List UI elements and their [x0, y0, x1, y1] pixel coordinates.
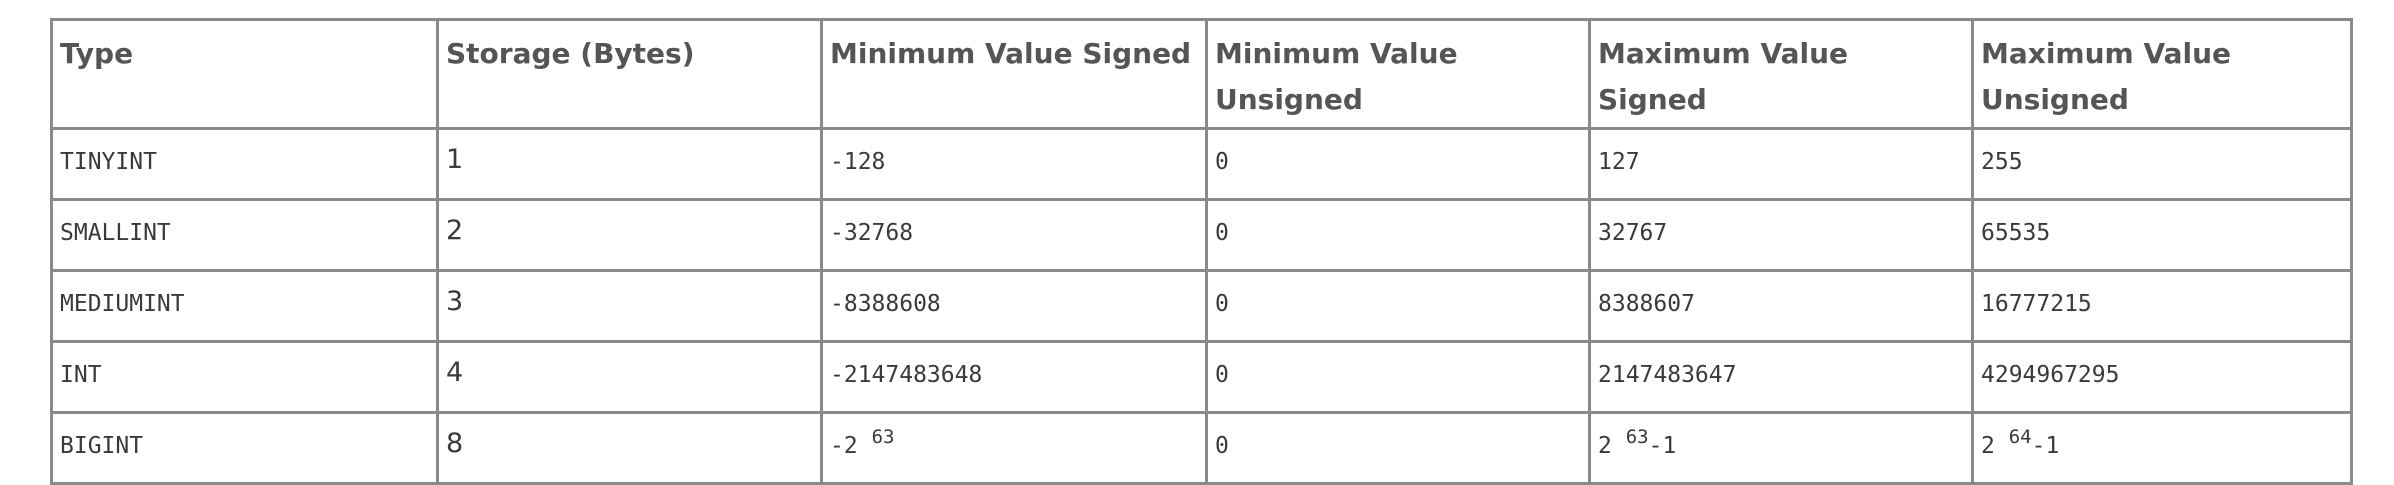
table-row: MEDIUMINT 3 -8388608 0 8388607 16777215	[50, 269, 2353, 343]
cell-storage: 1	[436, 127, 823, 201]
cell-min-signed: -32768	[820, 198, 1208, 272]
power-suffix: -1	[2031, 433, 2060, 459]
cell-min-unsigned: 0	[1205, 340, 1591, 414]
header-max-signed: Maximum Value Signed	[1588, 18, 1974, 130]
cell-storage: 3	[436, 269, 823, 343]
power-base: 2	[1598, 433, 1612, 459]
power-exponent: 63	[1625, 426, 1649, 448]
cell-min-unsigned: 0	[1205, 269, 1591, 343]
cell-max-unsigned: 255	[1971, 127, 2353, 201]
cell-min-signed: -2 63	[820, 411, 1208, 485]
cell-min-signed: -2147483648	[820, 340, 1208, 414]
header-storage: Storage (Bytes)	[436, 18, 823, 130]
cell-min-unsigned: 0	[1205, 198, 1591, 272]
cell-type: BIGINT	[50, 411, 439, 485]
header-max-unsigned: Maximum Value Unsigned	[1971, 18, 2353, 130]
power-suffix: -1	[1648, 433, 1677, 459]
header-min-signed: Minimum Value Signed	[820, 18, 1208, 130]
cell-min-signed: -8388608	[820, 269, 1208, 343]
header-min-unsigned: Minimum Value Unsigned	[1205, 18, 1591, 130]
cell-min-unsigned: 0	[1205, 411, 1591, 485]
table-row: SMALLINT 2 -32768 0 32767 65535	[50, 198, 2353, 272]
table-header-row: Type Storage (Bytes) Minimum Value Signe…	[50, 18, 2353, 130]
cell-max-unsigned: 2 64-1	[1971, 411, 2353, 485]
power-exponent: 63	[871, 426, 895, 448]
power-base: 2	[1981, 433, 1995, 459]
cell-max-signed: 2147483647	[1588, 340, 1974, 414]
cell-type: INT	[50, 340, 439, 414]
cell-storage: 8	[436, 411, 823, 485]
cell-max-unsigned: 65535	[1971, 198, 2353, 272]
cell-min-signed: -128	[820, 127, 1208, 201]
cell-max-signed: 32767	[1588, 198, 1974, 272]
power-base: -2	[830, 433, 858, 459]
table-row: TINYINT 1 -128 0 127 255	[50, 127, 2353, 201]
cell-max-signed: 2 63-1	[1588, 411, 1974, 485]
table-row: INT 4 -2147483648 0 2147483647 429496729…	[50, 340, 2353, 414]
integer-types-table-container: Type Storage (Bytes) Minimum Value Signe…	[50, 18, 2353, 485]
cell-storage: 2	[436, 198, 823, 272]
cell-max-signed: 8388607	[1588, 269, 1974, 343]
cell-min-unsigned: 0	[1205, 127, 1591, 201]
table-row: BIGINT 8 -2 63 0 2 63-1 2 64-1	[50, 411, 2353, 485]
cell-type: SMALLINT	[50, 198, 439, 272]
cell-type: TINYINT	[50, 127, 439, 201]
power-exponent: 64	[2008, 426, 2032, 448]
cell-max-unsigned: 16777215	[1971, 269, 2353, 343]
cell-max-signed: 127	[1588, 127, 1974, 201]
integer-types-table: Type Storage (Bytes) Minimum Value Signe…	[50, 18, 2353, 485]
cell-max-unsigned: 4294967295	[1971, 340, 2353, 414]
header-type: Type	[50, 18, 439, 130]
cell-storage: 4	[436, 340, 823, 414]
cell-type: MEDIUMINT	[50, 269, 439, 343]
